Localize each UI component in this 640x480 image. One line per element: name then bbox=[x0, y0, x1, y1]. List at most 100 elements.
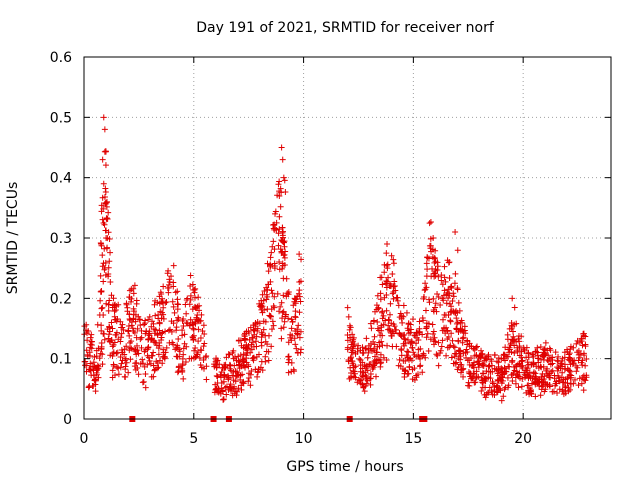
data-point bbox=[194, 312, 201, 319]
data-point bbox=[383, 307, 390, 314]
data-point bbox=[243, 345, 250, 352]
data-point bbox=[99, 216, 106, 223]
data-point bbox=[439, 327, 446, 334]
data-point bbox=[491, 352, 498, 359]
data-point bbox=[99, 304, 106, 311]
data-point bbox=[370, 359, 377, 366]
data-point bbox=[273, 219, 280, 226]
data-point bbox=[92, 381, 99, 388]
data-point bbox=[156, 293, 163, 300]
data-point bbox=[264, 286, 271, 293]
data-point bbox=[539, 383, 546, 390]
data-point bbox=[512, 380, 519, 387]
data-point bbox=[549, 388, 556, 395]
data-point bbox=[221, 363, 228, 370]
data-point bbox=[145, 316, 152, 323]
data-point bbox=[524, 382, 531, 389]
data-point bbox=[425, 347, 432, 354]
data-point bbox=[439, 295, 446, 302]
data-point bbox=[145, 335, 152, 342]
data-point bbox=[398, 345, 405, 352]
data-point bbox=[439, 337, 446, 344]
data-point bbox=[291, 335, 298, 342]
data-point bbox=[227, 367, 234, 374]
data-point bbox=[543, 381, 550, 388]
data-point bbox=[264, 341, 271, 348]
data-point bbox=[87, 334, 94, 341]
data-point bbox=[425, 320, 432, 327]
data-point bbox=[443, 324, 450, 331]
data-point bbox=[165, 327, 172, 334]
data-point bbox=[98, 242, 105, 249]
data-point bbox=[296, 251, 303, 258]
data-point bbox=[110, 349, 117, 356]
data-point bbox=[433, 351, 440, 358]
data-point bbox=[160, 311, 167, 318]
data-point bbox=[542, 339, 549, 346]
data-point bbox=[126, 344, 133, 351]
data-point bbox=[402, 336, 409, 343]
data-point bbox=[263, 296, 270, 303]
data-point bbox=[493, 384, 500, 391]
data-point bbox=[511, 367, 518, 374]
data-point bbox=[227, 362, 234, 369]
data-point bbox=[186, 301, 193, 308]
data-point bbox=[435, 339, 442, 346]
data-point bbox=[576, 375, 583, 382]
data-point bbox=[146, 357, 153, 364]
data-point bbox=[125, 327, 132, 334]
data-point bbox=[141, 320, 148, 327]
data-point bbox=[509, 337, 516, 344]
data-point bbox=[454, 247, 461, 254]
data-point bbox=[223, 383, 230, 390]
data-point bbox=[419, 315, 426, 322]
data-point bbox=[117, 318, 124, 325]
data-point bbox=[455, 328, 462, 335]
data-point bbox=[166, 279, 173, 286]
data-point bbox=[296, 287, 303, 294]
data-point bbox=[119, 349, 126, 356]
data-point bbox=[293, 345, 300, 352]
data-point bbox=[559, 355, 566, 362]
data-point bbox=[509, 377, 516, 384]
data-point bbox=[455, 338, 462, 345]
data-point bbox=[567, 355, 574, 362]
data-point bbox=[422, 307, 429, 314]
data-point bbox=[390, 321, 397, 328]
data-point bbox=[431, 254, 438, 261]
data-point bbox=[265, 268, 272, 275]
data-point bbox=[194, 303, 201, 310]
data-point bbox=[293, 295, 300, 302]
data-point bbox=[444, 335, 451, 342]
data-point bbox=[134, 342, 141, 349]
data-point bbox=[103, 300, 110, 307]
data-point bbox=[220, 396, 227, 403]
y-tick-label: 0.4 bbox=[50, 171, 72, 187]
data-point bbox=[270, 238, 277, 245]
data-point bbox=[383, 357, 390, 364]
data-point bbox=[494, 383, 501, 390]
data-point bbox=[174, 288, 181, 295]
data-point bbox=[281, 243, 288, 250]
data-point bbox=[370, 364, 377, 371]
data-point bbox=[111, 302, 118, 309]
data-point bbox=[94, 321, 101, 328]
data-point bbox=[420, 293, 427, 300]
data-point bbox=[268, 306, 275, 313]
data-point bbox=[573, 340, 580, 347]
data-point bbox=[471, 359, 478, 366]
data-point bbox=[218, 369, 225, 376]
data-point bbox=[387, 327, 394, 334]
data-point bbox=[580, 387, 587, 394]
data-point bbox=[494, 376, 501, 383]
data-point bbox=[121, 373, 128, 380]
data-point bbox=[195, 294, 202, 301]
data-point bbox=[99, 361, 106, 368]
data-point bbox=[511, 350, 518, 357]
data-point bbox=[107, 339, 114, 346]
data-point bbox=[573, 368, 580, 375]
data-point bbox=[92, 376, 99, 383]
data-point bbox=[448, 303, 455, 310]
data-point bbox=[509, 357, 516, 364]
